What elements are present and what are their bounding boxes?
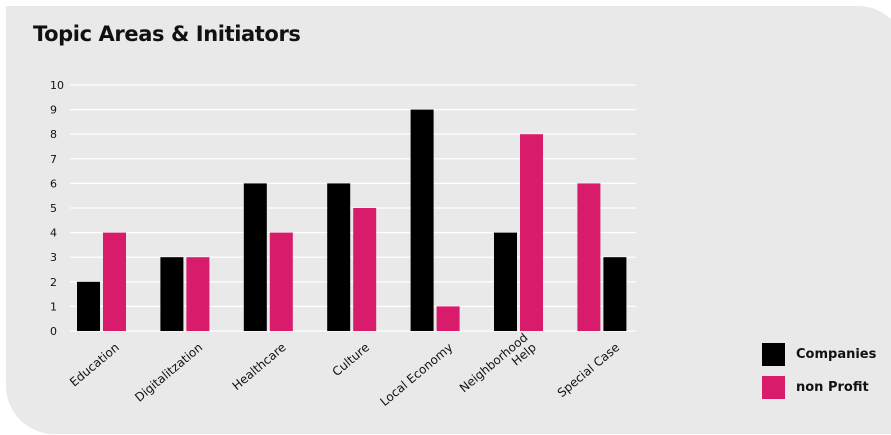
y-tick-label: 1 [50,300,57,313]
bar-non-profit [186,257,210,331]
x-category-label: Culture [330,340,372,379]
bar-companies [77,281,100,331]
y-tick-label: 2 [50,276,57,289]
y-tick-label: 4 [50,227,57,240]
legend-label-non-profit: non Profit [796,379,869,395]
y-tick-label: 8 [50,128,57,141]
legend-swatch-non-profit [762,375,785,399]
x-category-label: Education [67,340,122,389]
y-tick-label: 9 [50,104,57,117]
x-category-label-line: Digitalitzation [132,340,205,404]
legend-label-companies: Companies [796,346,877,362]
gridlines [70,84,636,332]
bar-companies [327,183,351,331]
y-tick-label: 0 [50,325,57,338]
bar-non-profit [520,134,543,331]
bar-companies [603,257,627,331]
x-category-label: Healthcare [230,340,289,393]
x-category-label-line: Special Case [555,340,623,400]
x-category-label-line: Culture [330,340,372,379]
x-category-label-line: Healthcare [230,340,289,393]
bar-companies [494,232,517,331]
x-category-label: Special Case [555,340,623,400]
x-category-label: NeighborhoodHelp [457,330,539,405]
x-category-label-line: Local Economy [377,340,455,409]
legend-item-companies: Companies [762,342,876,366]
y-tick-label: 5 [50,202,57,215]
chart-card [6,6,891,434]
bar-companies [410,109,434,331]
bar-non-profit [269,232,293,331]
bars [77,109,627,331]
x-category-label: Digitalitzation [132,340,205,404]
chart-title: Topic Areas & Initiators [33,22,301,46]
x-axis-labels: Education Digitalitzation Healthcare Cultur… [67,330,622,409]
bar-companies [243,183,267,331]
bar-companies [160,257,184,331]
y-tick-label: 3 [50,251,57,264]
bar-non-profit [353,208,377,331]
y-tick-label: 6 [50,177,57,190]
y-tick-label: 10 [50,79,64,92]
legend-item-non-profit: non Profit [762,375,869,399]
bar-non-profit [577,183,601,331]
y-axis-ticks: 0 1 2 3 4 5 6 7 8 9 10 [50,79,64,338]
x-category-label-line: Education [67,340,122,389]
y-tick-label: 7 [50,153,57,166]
bar-non-profit [103,232,126,331]
legend-swatch-companies [762,342,785,366]
x-category-label: Local Economy [377,340,455,409]
bar-non-profit [436,306,460,331]
